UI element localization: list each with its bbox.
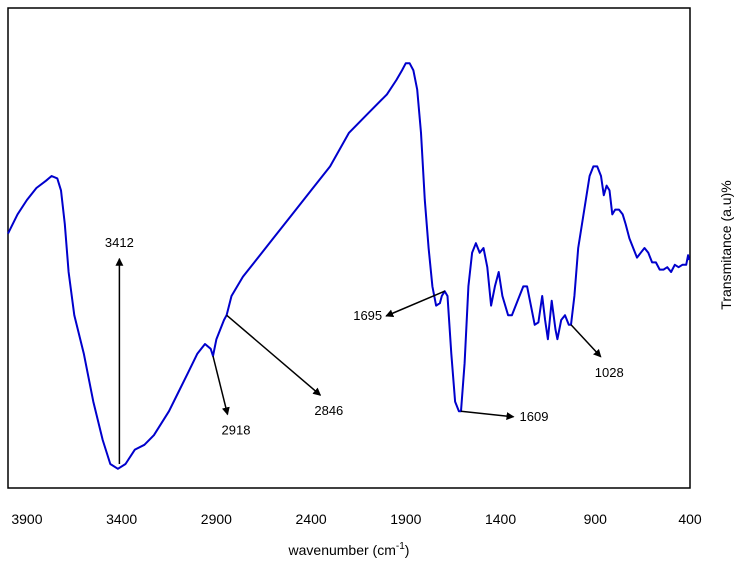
annotation-arrow-1695: [385, 290, 445, 317]
annotation-layer: 3412 2918 2846 1695 1609 1028: [105, 235, 624, 464]
annotation-label-1028: 1028: [595, 365, 624, 380]
x-tick-layer: 3900 3400 2900 2400 1900 1400 900 400: [11, 511, 702, 527]
annotation-arrow-1609: [460, 410, 515, 421]
x-axis-title: wavenumber (cm-1): [288, 541, 410, 558]
series-layer: [7, 62, 691, 470]
annotation-label-1695: 1695: [353, 308, 382, 323]
x-tick-label: 1900: [390, 511, 421, 527]
annotation-label-2846: 2846: [314, 403, 343, 418]
plot-frame: [7, 7, 691, 489]
x-tick-label: 400: [678, 511, 702, 527]
y-axis-title: Transmitance (a.u)%: [718, 180, 734, 309]
x-tick-label: 900: [584, 511, 608, 527]
x-tick-label: 1400: [485, 511, 516, 527]
annotation-arrow-2918: [212, 355, 230, 416]
x-tick-label: 2400: [296, 511, 327, 527]
x-tick-label: 3900: [11, 511, 42, 527]
annotation-arrow-1028: [570, 324, 602, 358]
annotation-arrow-2846: [226, 314, 322, 396]
annotation-label-3412: 3412: [105, 235, 134, 250]
x-tick-label: 2900: [201, 511, 232, 527]
x-tick-label: 3400: [106, 511, 137, 527]
annotation-label-1609: 1609: [520, 409, 549, 424]
annotation-label-2918: 2918: [222, 422, 251, 437]
spectrum-line-0: [7, 62, 691, 470]
